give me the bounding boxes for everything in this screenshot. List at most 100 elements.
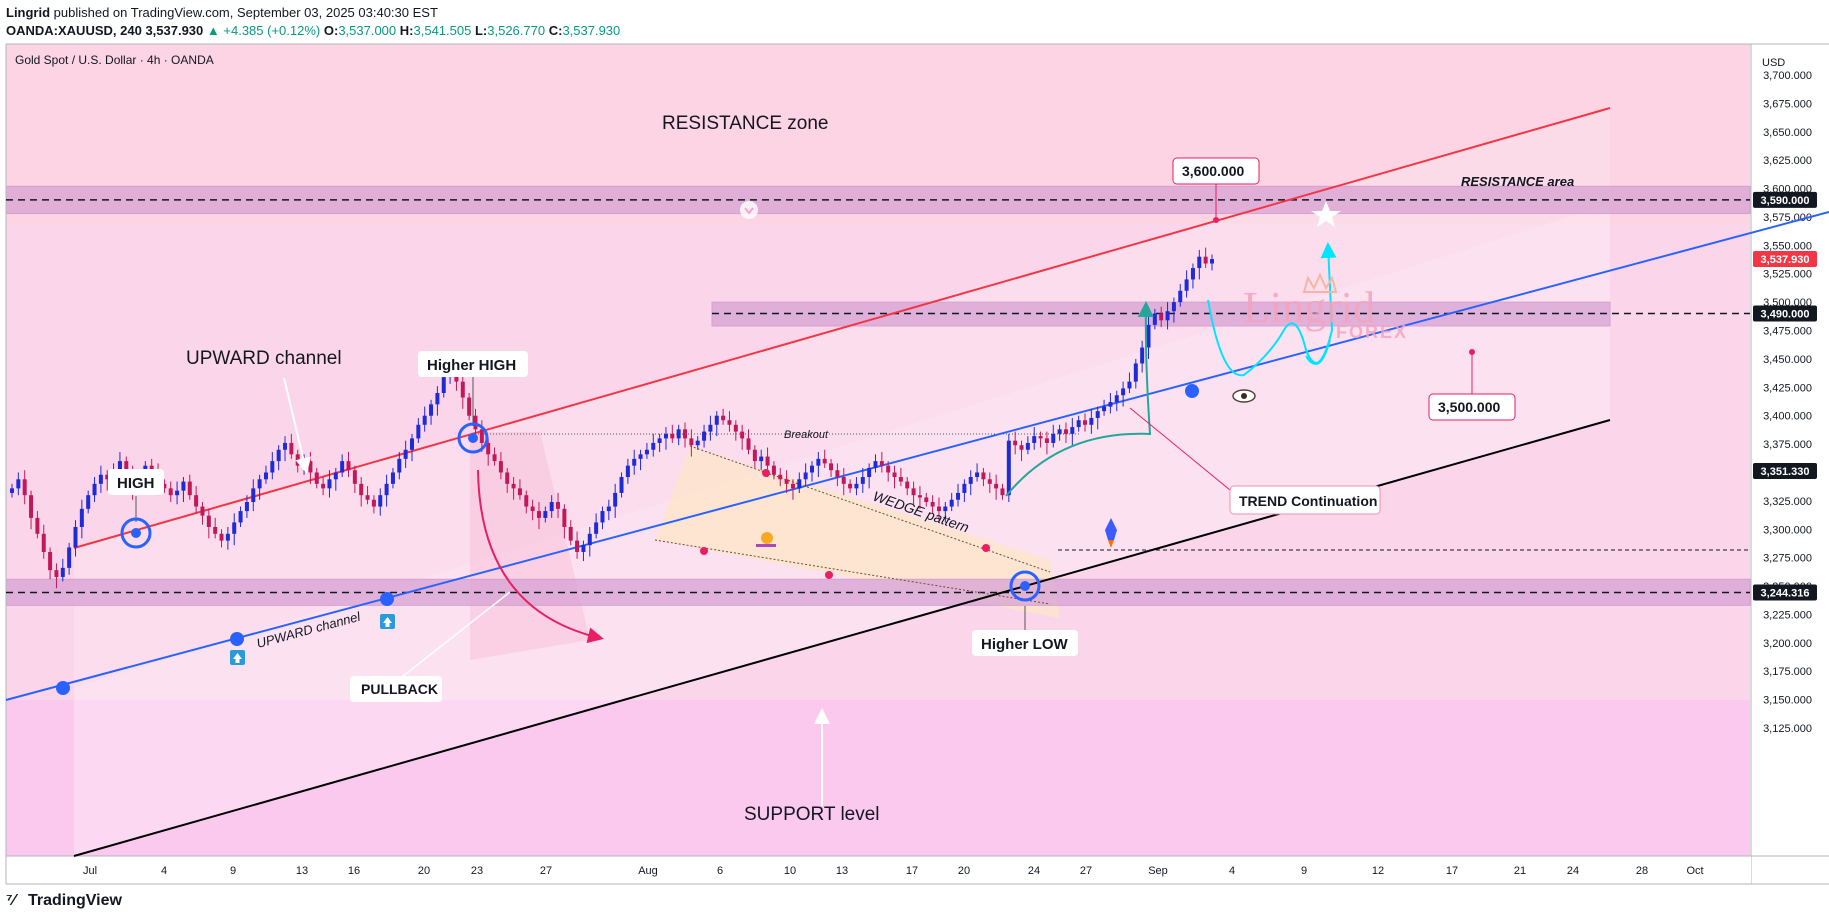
candle-body[interactable] (263, 472, 268, 480)
candle-body[interactable] (1102, 406, 1107, 412)
candle-body[interactable] (1038, 436, 1043, 439)
candle-body[interactable] (1121, 388, 1126, 396)
candle-body[interactable] (73, 526, 78, 548)
candle-body[interactable] (371, 499, 376, 507)
candle-body[interactable] (232, 522, 237, 534)
candle-body[interactable] (492, 454, 497, 462)
candle-body[interactable] (625, 465, 630, 478)
candle-body[interactable] (765, 456, 770, 466)
candle-body[interactable] (1025, 442, 1030, 450)
candle-body[interactable] (289, 442, 294, 455)
candle-body[interactable] (524, 495, 529, 507)
candle-body[interactable] (638, 454, 643, 459)
candle-body[interactable] (54, 570, 59, 577)
candle-body[interactable] (16, 479, 21, 489)
candle-body[interactable] (848, 483, 853, 489)
candle-body[interactable] (1140, 347, 1145, 364)
candle-body[interactable] (740, 431, 745, 439)
candle-body[interactable] (346, 461, 351, 471)
candle-body[interactable] (105, 474, 110, 480)
candle-body[interactable] (695, 440, 700, 446)
candle-body[interactable] (1006, 440, 1011, 496)
candle-body[interactable] (721, 415, 726, 421)
candle-body[interactable] (600, 511, 605, 523)
candle-body[interactable] (683, 429, 688, 439)
candle-body[interactable] (257, 479, 262, 489)
candle-body[interactable] (536, 511, 541, 518)
candle-body[interactable] (460, 381, 465, 398)
candle-body[interactable] (238, 511, 243, 523)
candle-body[interactable] (117, 461, 122, 471)
candle-body[interactable] (867, 467, 872, 478)
candle-body[interactable] (1083, 420, 1088, 425)
candle-body[interactable] (403, 449, 408, 459)
candle-body[interactable] (397, 458, 402, 473)
candle-body[interactable] (378, 495, 383, 507)
candle-body[interactable] (670, 433, 675, 439)
candle-body[interactable] (1095, 411, 1100, 418)
candle-body[interactable] (689, 438, 694, 446)
candle-body[interactable] (759, 456, 764, 462)
candle-body[interactable] (1127, 381, 1132, 389)
candle-body[interactable] (168, 488, 173, 496)
candle-body[interactable] (29, 495, 34, 518)
candle-body[interactable] (949, 499, 954, 507)
candle-body[interactable] (1076, 420, 1081, 428)
candle-body[interactable] (549, 502, 554, 512)
candle-body[interactable] (333, 472, 338, 480)
candle-body[interactable] (473, 415, 478, 430)
candle-body[interactable] (359, 483, 364, 496)
candle-body[interactable] (1203, 256, 1208, 264)
candle-body[interactable] (917, 495, 922, 498)
candle-body[interactable] (1044, 438, 1049, 443)
candle-body[interactable] (1032, 436, 1037, 443)
candle-body[interactable] (530, 506, 535, 512)
candle-body[interactable] (467, 397, 472, 416)
candle-body[interactable] (905, 481, 910, 489)
candle-body[interactable] (86, 495, 91, 509)
candle-body[interactable] (517, 488, 522, 496)
symbol-label[interactable]: OANDA:XAUUSD, 240 (6, 23, 142, 38)
candle-body[interactable] (181, 481, 186, 491)
candle-body[interactable] (340, 461, 345, 473)
candle-body[interactable] (1114, 395, 1119, 403)
candle-body[interactable] (187, 481, 192, 496)
candle-body[interactable] (1190, 268, 1195, 280)
candle-body[interactable] (124, 461, 129, 473)
candle-body[interactable] (936, 506, 941, 512)
candle-body[interactable] (613, 492, 618, 507)
candle-body[interactable] (1019, 445, 1024, 450)
candle-body[interactable] (1051, 433, 1056, 443)
candle-body[interactable] (587, 533, 592, 546)
candle-body[interactable] (575, 540, 580, 552)
candle-body[interactable] (956, 492, 961, 500)
candle-body[interactable] (860, 477, 865, 484)
candle-body[interactable] (321, 483, 326, 489)
candle-body[interactable] (1070, 427, 1075, 434)
candles-layer[interactable] (10, 247, 1214, 589)
candle-body[interactable] (727, 420, 732, 425)
candle-body[interactable] (1159, 313, 1164, 321)
candle-body[interactable] (854, 483, 859, 489)
candle-body[interactable] (276, 449, 281, 462)
candle-body[interactable] (1165, 311, 1170, 321)
candle-body[interactable] (873, 461, 878, 468)
candle-body[interactable] (410, 438, 414, 450)
candle-body[interactable] (930, 502, 935, 507)
candle-body[interactable] (244, 502, 249, 512)
candle-body[interactable] (676, 429, 681, 439)
candle-body[interactable] (486, 442, 491, 455)
candle-body[interactable] (1210, 259, 1214, 264)
candle-body[interactable] (835, 470, 840, 478)
candle-body[interactable] (67, 547, 72, 568)
candle-body[interactable] (892, 472, 897, 478)
candle-body[interactable] (975, 472, 980, 478)
candle-body[interactable] (283, 442, 288, 450)
candle-body[interactable] (79, 508, 84, 527)
candle-body[interactable] (206, 515, 211, 527)
candle-body[interactable] (1184, 279, 1189, 291)
tradingview-logo[interactable]: ⁷⁄ TradingView (6, 892, 122, 910)
candle-body[interactable] (898, 477, 903, 482)
candle-body[interactable] (1133, 363, 1138, 382)
candle-body[interactable] (422, 415, 427, 425)
